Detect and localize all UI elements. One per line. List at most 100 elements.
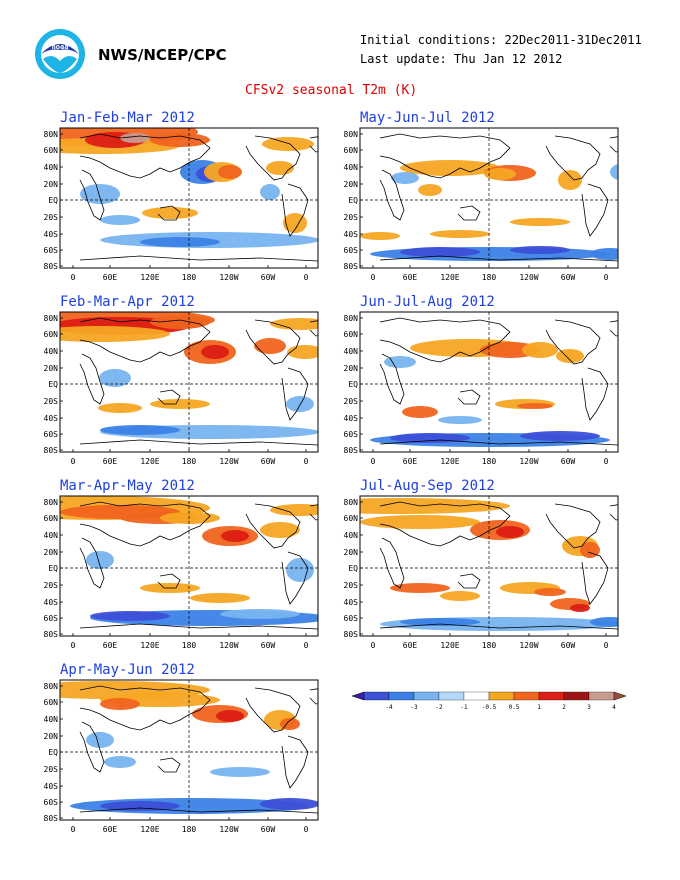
lat-tick-label: 80N <box>44 682 59 691</box>
map-panel-mam: 80N 60N 40N 20N EQ 20S 40S 60S 80S 0 60E 120E 180 120… <box>44 495 319 650</box>
lat-tick-label: 20N <box>344 364 359 373</box>
cool-anomaly-14 <box>220 609 300 619</box>
cool-anomaly-7 <box>86 732 114 748</box>
lon-tick-label: 60W <box>261 457 276 466</box>
coastlines <box>379 317 618 446</box>
svg-text:noaa: noaa <box>52 43 69 51</box>
coastline-2 <box>157 389 181 405</box>
legend-label: 4 <box>612 704 616 711</box>
coastlines <box>379 133 618 262</box>
warm-anomaly-2 <box>60 326 170 342</box>
lon-tick-label: 60E <box>103 825 118 834</box>
coastline-2 <box>457 205 481 221</box>
warm-anomaly-6 <box>390 583 450 593</box>
cool-anomaly-4 <box>384 356 416 368</box>
legend-label: -0.5 <box>482 704 497 711</box>
lon-tick-label: 60W <box>561 457 576 466</box>
coastline-1 <box>379 169 405 221</box>
lat-tick-label: 60S <box>44 798 59 807</box>
coastline-6 <box>79 255 318 262</box>
warm-anomaly-9 <box>534 588 566 596</box>
lon-tick-label: 120E <box>140 273 159 282</box>
lat-tick-label: 20N <box>44 548 59 557</box>
last-update: Last update: Thu Jan 12 2012 <box>360 52 563 66</box>
coastline-4 <box>281 183 309 237</box>
lon-tick-label: 60E <box>403 641 418 650</box>
cool-anomaly-14 <box>286 396 314 412</box>
legend-label: -2 <box>435 704 443 711</box>
map-panel-jas: 80N 60N 40N 20N EQ 20S 40S 60S 80S 0 60E 120E 180 120… <box>344 495 619 650</box>
lat-tick-label: 20S <box>44 397 59 406</box>
lon-tick-label: 60W <box>261 825 276 834</box>
lon-tick-label: 180 <box>182 825 197 834</box>
cool-anomaly-9 <box>400 247 480 257</box>
lat-tick-label: 80N <box>344 498 359 507</box>
lon-tick-label: 180 <box>482 273 497 282</box>
figure-title: CFSv2 seasonal T2m (K) <box>245 83 418 98</box>
legend-swatch <box>363 691 390 701</box>
coastline-0 <box>379 133 511 179</box>
legend-label: -1 <box>460 704 468 711</box>
coastline-0 <box>79 133 211 179</box>
lon-tick-label: 120W <box>219 641 238 650</box>
lat-tick-label: 40N <box>44 531 59 540</box>
lon-tick-label: 0 <box>71 273 76 282</box>
warm-anomaly-4 <box>201 345 229 359</box>
coastline-0 <box>79 685 211 731</box>
legend-swatch <box>513 691 540 701</box>
warm-anomaly-1 <box>360 515 480 529</box>
lon-tick-label: 120E <box>140 457 159 466</box>
coastline-5 <box>609 136 618 153</box>
coastline-3 <box>545 135 601 181</box>
coastline-3 <box>245 135 301 181</box>
legend-swatch <box>588 691 615 701</box>
coastline-4 <box>281 367 309 421</box>
lat-tick-label: 40N <box>344 163 359 172</box>
lat-tick-label: 40N <box>44 347 59 356</box>
lon-tick-label: 180 <box>182 273 197 282</box>
lat-tick-label: 80S <box>44 446 59 455</box>
cool-anomaly-9 <box>99 369 131 387</box>
warm-anomaly-4 <box>100 698 140 710</box>
warm-anomaly-6 <box>402 406 438 418</box>
lon-tick-label: 60E <box>103 457 118 466</box>
anomaly-fields <box>360 498 618 631</box>
cool-anomaly-10 <box>510 246 570 254</box>
lat-tick-label: 80S <box>44 630 59 639</box>
lat-tick-label: 80S <box>344 630 359 639</box>
lon-tick-label: 120E <box>440 457 459 466</box>
lat-tick-label: 40N <box>44 715 59 724</box>
coastline-4 <box>281 735 309 789</box>
legend-label: 0.5 <box>509 704 520 711</box>
lat-tick-label: 80N <box>44 130 59 139</box>
coastline-0 <box>79 501 211 547</box>
legend-swatch <box>463 691 490 701</box>
warm-anomaly-7 <box>254 338 286 354</box>
lat-tick-label: 80N <box>344 130 359 139</box>
lat-tick-label: 20N <box>44 732 59 741</box>
warm-anomaly-6 <box>418 184 442 196</box>
lon-tick-label: 0 <box>71 641 76 650</box>
color-legend: -4 -3 -2 -1 -0.5 0.5 1 2 3 4 <box>351 691 627 711</box>
coastline-2 <box>157 757 181 773</box>
coastline-3 <box>245 503 301 549</box>
coastlines <box>79 133 318 262</box>
lon-tick-label: 60E <box>103 641 118 650</box>
warm-anomaly-0 <box>360 498 510 514</box>
lat-tick-label: 20S <box>44 213 59 222</box>
lon-tick-label: 0 <box>304 457 309 466</box>
warm-anomaly-12 <box>430 230 490 238</box>
lat-tick-label: 40N <box>44 163 59 172</box>
lon-tick-label: 60E <box>403 457 418 466</box>
cool-anomaly-15 <box>140 237 220 247</box>
lon-tick-label: 180 <box>182 641 197 650</box>
lat-tick-label: 40S <box>344 414 359 423</box>
lon-tick-label: 0 <box>304 273 309 282</box>
lat-tick-label: 20S <box>44 581 59 590</box>
lon-tick-label: 120E <box>140 825 159 834</box>
coastline-6 <box>79 807 318 814</box>
lon-tick-label: 120W <box>219 457 238 466</box>
lat-tick-label: 60S <box>344 614 359 623</box>
lat-tick-label: EQ <box>48 564 58 573</box>
warm-anomaly-3 <box>556 349 584 363</box>
